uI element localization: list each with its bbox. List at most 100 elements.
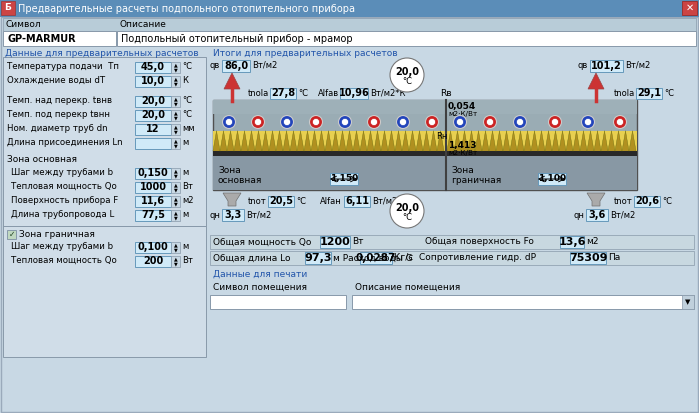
Polygon shape xyxy=(552,131,559,151)
Text: ▲: ▲ xyxy=(173,257,178,262)
Text: Вт/м2*К: Вт/м2*К xyxy=(370,88,405,97)
Text: Rн: Rн xyxy=(436,132,447,141)
Bar xyxy=(3,226,206,227)
Text: Описание: Описание xyxy=(120,20,167,29)
Text: 0,100: 0,100 xyxy=(138,242,168,252)
Text: Rв: Rв xyxy=(440,88,452,97)
Bar xyxy=(1,1,15,15)
Text: м: м xyxy=(182,242,188,251)
Polygon shape xyxy=(262,131,269,151)
Text: 86,0: 86,0 xyxy=(224,61,248,71)
Text: 1,100: 1,100 xyxy=(538,175,566,183)
Bar xyxy=(560,236,584,248)
Circle shape xyxy=(428,119,435,126)
Text: 11,6: 11,6 xyxy=(141,197,165,206)
Circle shape xyxy=(370,119,377,126)
Circle shape xyxy=(514,116,526,128)
Text: Данные для предварительных расчетов: Данные для предварительных расчетов xyxy=(5,48,199,57)
Bar xyxy=(270,88,296,99)
Circle shape xyxy=(582,116,595,128)
Text: Символ помещения: Символ помещения xyxy=(213,282,307,292)
Bar xyxy=(213,151,446,156)
Text: Подпольный отопительный прибор - мрамор: Подпольный отопительный прибор - мрамор xyxy=(121,33,352,43)
Polygon shape xyxy=(224,73,240,89)
Polygon shape xyxy=(447,131,454,151)
Polygon shape xyxy=(297,131,304,151)
Text: Длина присоединения Ln: Длина присоединения Ln xyxy=(7,138,122,147)
Text: м: м xyxy=(182,168,188,177)
Text: ▼: ▼ xyxy=(173,116,178,121)
Text: граничная: граничная xyxy=(451,176,501,185)
Bar xyxy=(171,168,180,179)
Text: qн: qн xyxy=(574,211,585,219)
Polygon shape xyxy=(545,131,552,151)
Bar xyxy=(590,60,623,72)
Text: м: м xyxy=(182,210,188,219)
Circle shape xyxy=(368,116,380,128)
Text: мм: мм xyxy=(182,124,194,133)
Text: ▲: ▲ xyxy=(173,97,178,102)
Bar xyxy=(222,60,250,72)
Polygon shape xyxy=(353,131,360,151)
Polygon shape xyxy=(367,131,374,151)
Bar xyxy=(171,182,180,193)
Polygon shape xyxy=(580,131,587,151)
Bar xyxy=(210,295,346,309)
Polygon shape xyxy=(615,131,622,151)
Bar xyxy=(320,236,350,248)
Text: 20,0: 20,0 xyxy=(141,111,165,121)
Bar xyxy=(0,0,699,17)
Text: tnот: tnот xyxy=(614,197,633,206)
Polygon shape xyxy=(423,131,430,151)
Polygon shape xyxy=(409,131,416,151)
Polygon shape xyxy=(573,131,580,151)
Bar xyxy=(340,88,368,99)
Circle shape xyxy=(552,119,559,126)
Polygon shape xyxy=(588,73,604,89)
Bar xyxy=(171,196,180,207)
Polygon shape xyxy=(489,131,496,151)
Bar xyxy=(171,62,180,73)
Text: 20,0: 20,0 xyxy=(395,203,419,213)
Polygon shape xyxy=(416,131,423,151)
Bar xyxy=(7,230,16,239)
Bar xyxy=(213,156,446,190)
Bar xyxy=(682,1,697,15)
Text: Темп. под перекр tвнн: Темп. под перекр tвнн xyxy=(7,110,110,119)
Text: 10,96: 10,96 xyxy=(338,88,369,98)
Polygon shape xyxy=(524,131,531,151)
Text: 0,150: 0,150 xyxy=(138,169,168,178)
Polygon shape xyxy=(223,193,241,206)
Bar xyxy=(636,88,662,99)
Text: ▲: ▲ xyxy=(173,197,178,202)
Text: 20,0: 20,0 xyxy=(141,97,165,107)
Polygon shape xyxy=(601,131,608,151)
Text: 0,054: 0,054 xyxy=(448,102,476,111)
Text: м2: м2 xyxy=(586,237,598,247)
Text: ▼: ▼ xyxy=(685,299,691,305)
Bar xyxy=(171,124,180,135)
Text: ▲: ▲ xyxy=(173,169,178,174)
Polygon shape xyxy=(517,131,524,151)
Text: ▼: ▼ xyxy=(173,202,178,207)
Bar xyxy=(135,182,171,193)
Polygon shape xyxy=(566,131,573,151)
Polygon shape xyxy=(339,131,346,151)
Polygon shape xyxy=(461,131,468,151)
Bar xyxy=(222,209,244,221)
Circle shape xyxy=(617,119,624,126)
Text: tnola: tnola xyxy=(614,88,635,97)
Polygon shape xyxy=(283,131,290,151)
Circle shape xyxy=(222,116,236,128)
Bar xyxy=(135,138,171,149)
Bar xyxy=(171,138,180,149)
Bar xyxy=(3,31,116,46)
Text: qв: qв xyxy=(578,60,589,69)
Text: ▼: ▼ xyxy=(173,144,178,149)
Text: 1,413: 1,413 xyxy=(448,141,477,150)
Polygon shape xyxy=(454,131,461,151)
Circle shape xyxy=(549,116,561,128)
Text: Зона основная: Зона основная xyxy=(7,156,77,164)
Text: основная: основная xyxy=(218,176,262,185)
Bar xyxy=(682,295,694,309)
